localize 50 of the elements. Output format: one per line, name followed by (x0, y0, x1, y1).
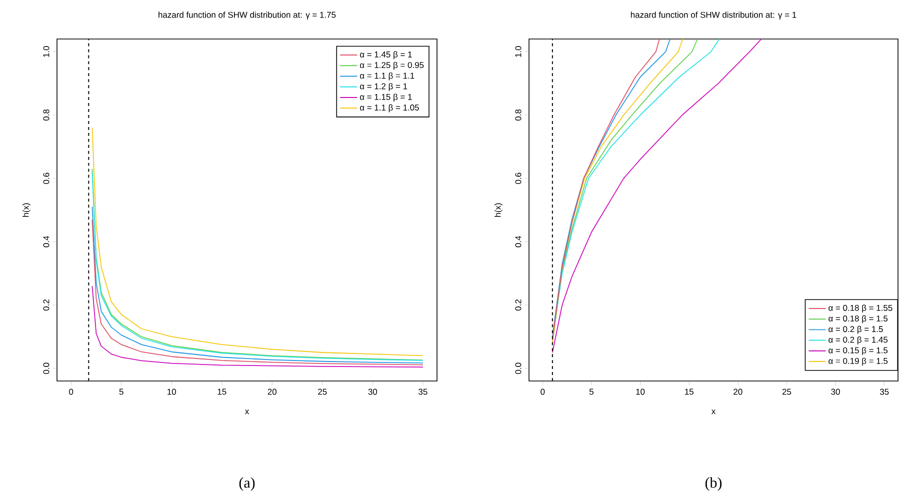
y-tick-label: 0.8 (515, 109, 522, 121)
x-tick-label: 15 (685, 388, 694, 395)
x-tick-label: 0 (540, 388, 545, 395)
legend-label: α = 1.1 β = 1.05 (360, 104, 419, 112)
y-tick-label: 0.8 (43, 109, 50, 121)
x-tick-label: 5 (589, 388, 594, 395)
legend-label: α = 0.2 β = 1.45 (828, 336, 888, 344)
legend-label: α = 0.18 β = 1.5 (828, 315, 888, 324)
y-tick-label: 0.4 (43, 236, 50, 248)
y-tick-label: 0.0 (43, 362, 50, 374)
x-tick-label: 25 (318, 388, 327, 395)
chart-title: hazard function of SHW distribution at: γ = 1.75 (158, 12, 336, 20)
legend-label: α = 0.15 β = 1.5 (828, 347, 888, 355)
y-tick-label: 0.0 (515, 362, 522, 374)
x-tick-label: 20 (268, 388, 277, 395)
x-tick-label: 35 (880, 388, 889, 395)
legend-label: α = 0.2 β = 1.5 (828, 326, 883, 334)
x-axis-title: x (711, 410, 716, 414)
x-tick-label: 15 (218, 388, 226, 395)
x-tick-label: 0 (69, 388, 74, 395)
y-axis-title: h(x) (494, 203, 502, 217)
y-tick-label: 0.2 (515, 300, 522, 311)
y-tick-label: 0.6 (515, 172, 522, 184)
line-series (92, 127, 424, 356)
x-axis-title: x (244, 410, 250, 414)
y-tick-label: 1.0 (515, 46, 522, 57)
chart-title: hazard function of SHW distribution at: γ = 1 (630, 12, 796, 20)
x-tick-label: 30 (831, 388, 840, 395)
x-tick-label: 35 (418, 388, 428, 395)
text: (a) (239, 477, 255, 491)
legend-label: α = 1.15 β = 1 (360, 94, 412, 102)
legend-label: α = 1.1 β = 1.1 (360, 72, 414, 80)
legend-label: α = 0.19 β = 1.5 (828, 358, 888, 366)
x-tick-label: 5 (119, 388, 124, 395)
y-axis-title: h(x) (22, 203, 30, 217)
legend-label: α = 1.25 β = 0.95 (360, 62, 424, 70)
line-series (552, 38, 762, 353)
text: (b) (705, 477, 722, 491)
y-tick-label: 1.0 (43, 46, 50, 57)
x-tick-label: 30 (368, 388, 378, 395)
y-tick-label: 0.2 (43, 300, 50, 311)
y-tick-label: 0.6 (43, 172, 50, 184)
x-tick-label: 10 (636, 388, 645, 395)
legend-label: α = 1.45 β = 1 (360, 51, 412, 60)
x-tick-label: 20 (734, 388, 742, 395)
x-tick-label: 25 (782, 388, 792, 395)
legend-label: α = 1.2 β = 1 (360, 83, 408, 91)
y-tick-label: 0.4 (515, 236, 522, 248)
legend-label: α = 0.18 β = 1.55 (828, 304, 892, 313)
x-tick-label: 10 (168, 388, 176, 395)
